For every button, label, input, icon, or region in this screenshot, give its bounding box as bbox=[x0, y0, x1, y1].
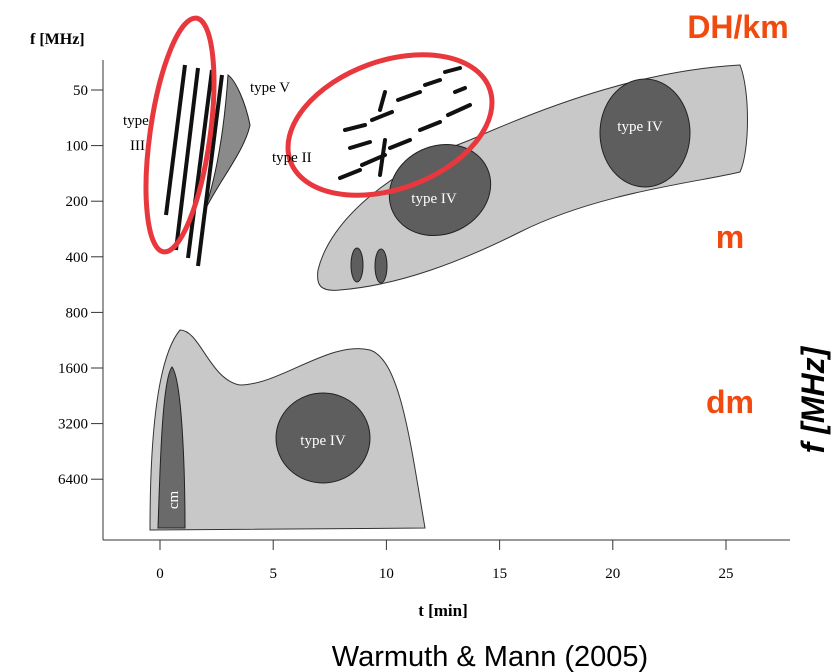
highlight bbox=[285, 52, 495, 198]
y-tick-label: 1600 bbox=[58, 361, 88, 377]
region-label: cm bbox=[166, 491, 182, 510]
x-tick-label: 5 bbox=[269, 566, 277, 582]
x-tick-label: 25 bbox=[719, 566, 734, 582]
y-tick-label: 6400 bbox=[58, 472, 88, 488]
y-ticks: 50 100 200 400 800 1600 3200 6400 bbox=[58, 83, 103, 488]
type-ii-bursts bbox=[338, 66, 472, 180]
band-label: m bbox=[716, 219, 744, 255]
x-tick-label: 20 bbox=[605, 566, 620, 582]
type-iv-blob bbox=[275, 392, 371, 484]
region-label: type IV bbox=[300, 433, 346, 449]
y-tick-label: 50 bbox=[73, 83, 88, 99]
x-tick-label: 0 bbox=[156, 566, 164, 582]
region-label: type II bbox=[272, 150, 312, 166]
y-tick-label: 400 bbox=[66, 250, 89, 266]
y-tick-label: 200 bbox=[66, 194, 89, 210]
y-tick-label: 3200 bbox=[58, 417, 88, 433]
cm-region bbox=[157, 366, 186, 529]
region-label: type IV bbox=[617, 119, 663, 135]
x-tick-label: 15 bbox=[492, 566, 507, 582]
blob bbox=[374, 248, 388, 284]
caption: Warmuth & Mann (2005) bbox=[332, 641, 648, 672]
region-label: type bbox=[123, 113, 149, 129]
region-label: type IV bbox=[411, 191, 457, 207]
type-iv-blob bbox=[599, 78, 691, 188]
type-iv-blob bbox=[388, 143, 492, 237]
band-label: dm bbox=[706, 384, 754, 420]
x-tick-label: 10 bbox=[379, 566, 394, 582]
type-v-region bbox=[204, 74, 251, 211]
band-label: DH/km bbox=[687, 9, 788, 45]
highlight bbox=[143, 15, 217, 255]
type-iii-bursts bbox=[164, 64, 224, 267]
y-tick-label: 800 bbox=[66, 305, 89, 321]
y-axis-label: f [MHz] bbox=[30, 31, 85, 48]
y-tick-label: 100 bbox=[66, 139, 89, 155]
y-axis-label-right: f [MHz] bbox=[795, 345, 831, 453]
x-axis-label: t [min] bbox=[418, 601, 468, 620]
blob bbox=[350, 247, 364, 283]
region-label: III bbox=[130, 138, 145, 154]
region-label: type V bbox=[250, 80, 290, 96]
x-ticks: 0 5 10 15 20 25 bbox=[156, 540, 734, 582]
